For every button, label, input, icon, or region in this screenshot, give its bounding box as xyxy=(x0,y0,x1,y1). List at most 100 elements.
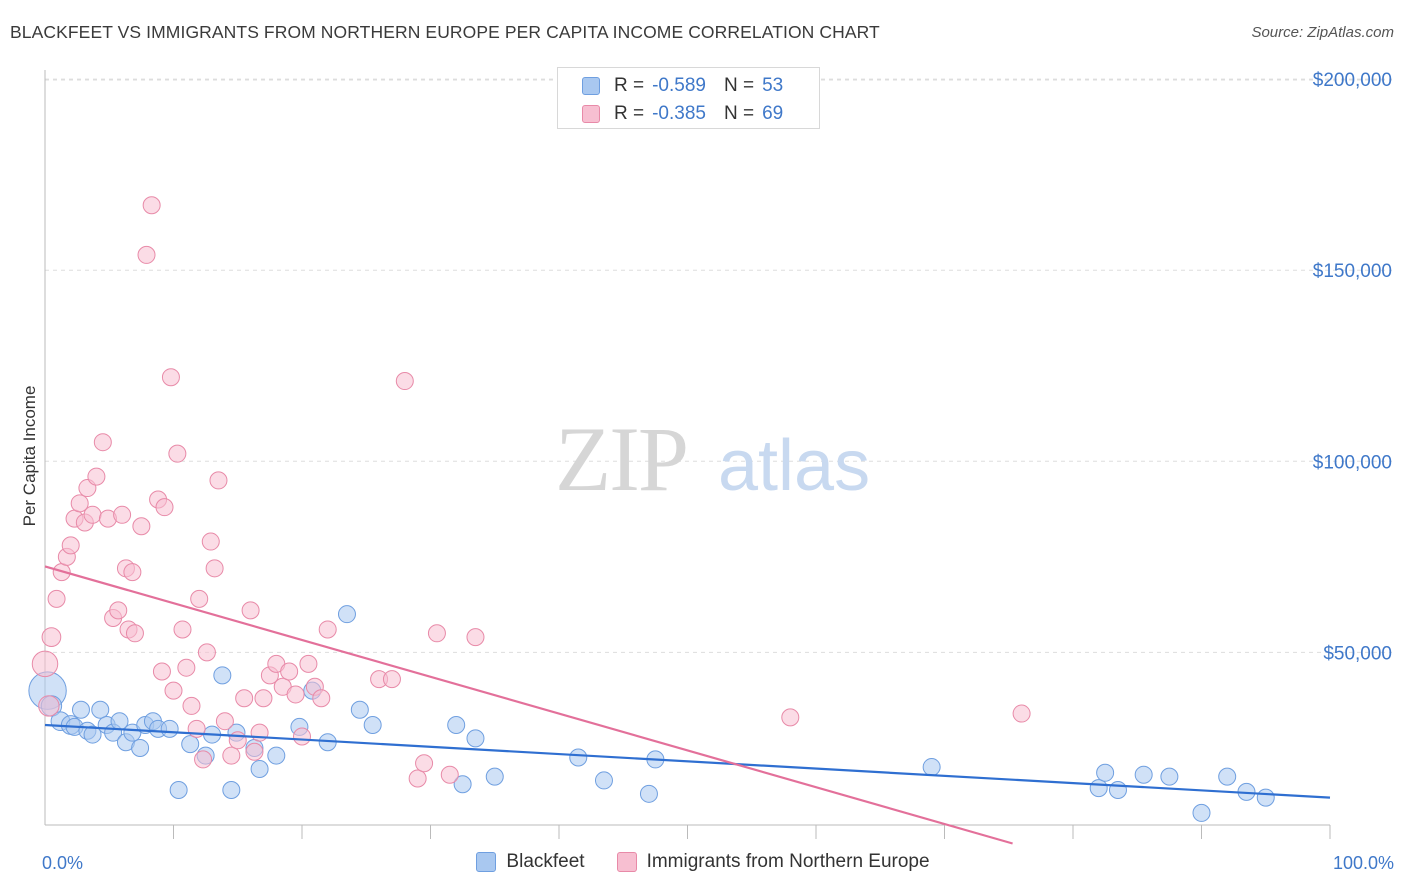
point-blackfeet xyxy=(453,775,472,794)
point-blackfeet xyxy=(569,748,588,767)
legend-n-label: N = xyxy=(723,75,755,96)
chart-source: Source: ZipAtlas.com xyxy=(1251,24,1394,41)
point-immigrants xyxy=(209,471,228,490)
point-immigrants xyxy=(215,712,234,731)
series-legend: Blackfeet Immigrants from Northern Europ… xyxy=(0,851,1406,873)
y-tick-label: $150,000 xyxy=(1313,261,1392,282)
point-immigrants xyxy=(93,433,112,452)
watermark-zip: ZIP xyxy=(555,408,687,510)
point-blackfeet xyxy=(250,759,269,778)
point-immigrants xyxy=(440,765,459,784)
point-immigrants xyxy=(312,689,331,708)
point-immigrants xyxy=(466,628,485,647)
legend-r-label: R = xyxy=(614,75,645,96)
point-immigrants xyxy=(164,681,183,700)
point-immigrants xyxy=(205,559,224,578)
point-blackfeet xyxy=(1160,767,1179,786)
point-immigrants xyxy=(245,742,264,761)
chart-title: BLACKFEET VS IMMIGRANTS FROM NORTHERN EU… xyxy=(10,22,880,42)
point-immigrants xyxy=(41,627,62,647)
point-immigrants xyxy=(408,769,427,788)
point-blackfeet xyxy=(91,700,110,719)
point-immigrants xyxy=(427,624,446,643)
point-immigrants xyxy=(293,727,311,746)
point-immigrants xyxy=(83,505,102,524)
point-immigrants xyxy=(137,245,156,264)
point-blackfeet xyxy=(213,666,232,685)
point-immigrants xyxy=(70,494,89,513)
point-blackfeet xyxy=(922,758,941,777)
point-immigrants xyxy=(113,505,132,524)
legend-n-label: N = xyxy=(723,103,755,124)
point-immigrants xyxy=(155,498,174,517)
point-blackfeet xyxy=(1089,779,1108,798)
correlation-legend: R = -0.589 N = 53 R = -0.385 N = 69 xyxy=(557,67,820,129)
point-blackfeet xyxy=(160,719,179,738)
point-immigrants xyxy=(781,708,800,727)
x-tick-label-right: 100.0% xyxy=(1333,853,1394,873)
legend-item-immigrants: Immigrants from Northern Europe xyxy=(616,851,930,873)
trend-lines xyxy=(44,565,1331,845)
point-immigrants xyxy=(47,589,66,608)
legend-r-value: -0.589 xyxy=(652,75,706,96)
point-blackfeet xyxy=(1192,803,1211,822)
legend-swatch-pink xyxy=(582,105,600,123)
point-immigrants xyxy=(168,444,187,463)
trend-line-blackfeet xyxy=(44,723,1331,799)
point-immigrants xyxy=(197,643,216,662)
legend-item-blackfeet: Blackfeet xyxy=(476,851,585,873)
legend-row-immigrants: R = -0.385 N = 69 xyxy=(582,102,783,126)
axes xyxy=(44,70,1331,839)
point-immigrants xyxy=(254,689,273,708)
point-immigrants xyxy=(250,723,269,742)
point-immigrants xyxy=(201,532,220,551)
point-immigrants xyxy=(228,731,247,750)
point-immigrants xyxy=(280,662,299,681)
tick-labels: $50,000 $100,000 $150,000 $200,000 0.0% 100.0… xyxy=(42,70,1394,873)
legend-row-blackfeet: R = -0.589 N = 53 xyxy=(582,74,783,98)
legend-n-value: 69 xyxy=(762,103,784,124)
point-immigrants xyxy=(123,563,142,582)
point-immigrants xyxy=(132,517,151,536)
point-immigrants xyxy=(109,601,128,620)
legend-swatch-pink xyxy=(616,852,637,872)
point-blackfeet xyxy=(1256,788,1275,807)
point-immigrants xyxy=(142,196,161,215)
legend-swatch-blue xyxy=(582,77,600,95)
point-immigrants xyxy=(194,750,213,769)
point-blackfeet xyxy=(1218,767,1237,786)
point-blackfeet xyxy=(1108,780,1127,799)
trend-line-immigrants xyxy=(44,565,1013,845)
point-blackfeet xyxy=(131,738,150,757)
point-blackfeet xyxy=(1134,765,1153,784)
point-blackfeet xyxy=(594,771,613,790)
point-immigrants xyxy=(182,696,201,715)
legend-r-label: R = xyxy=(614,103,645,124)
point-immigrants xyxy=(382,670,401,689)
point-immigrants xyxy=(87,467,106,486)
point-immigrants xyxy=(31,650,59,678)
y-tick-label: $200,000 xyxy=(1313,70,1392,91)
y-tick-label: $100,000 xyxy=(1313,452,1392,473)
point-immigrants xyxy=(1012,704,1031,723)
point-immigrants xyxy=(190,589,209,608)
point-blackfeet xyxy=(169,780,188,799)
point-immigrants xyxy=(299,654,318,673)
point-blackfeet xyxy=(337,605,356,624)
point-blackfeet xyxy=(222,780,241,799)
legend-r-value: -0.385 xyxy=(652,103,706,124)
point-immigrants xyxy=(177,658,196,677)
point-immigrants xyxy=(222,746,241,765)
legend-swatch-blue xyxy=(476,852,497,872)
point-blackfeet xyxy=(83,725,102,744)
point-blackfeet xyxy=(447,716,466,735)
point-blackfeet xyxy=(267,746,286,765)
y-axis-label: Per Capita Income xyxy=(20,386,39,527)
legend-label-immigrants: Immigrants from Northern Europe xyxy=(646,851,930,872)
point-blackfeet xyxy=(639,784,658,803)
point-blackfeet xyxy=(485,767,504,786)
data-points xyxy=(28,196,1275,822)
point-immigrants xyxy=(61,536,80,555)
y-tick-label: $50,000 xyxy=(1323,643,1392,664)
legend-label-blackfeet: Blackfeet xyxy=(506,851,585,872)
